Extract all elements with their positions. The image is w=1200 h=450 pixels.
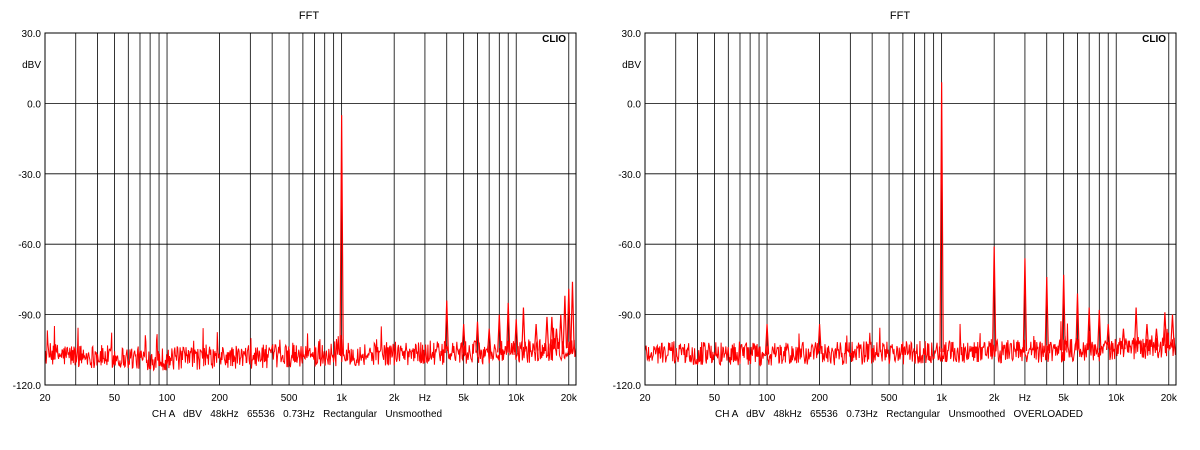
spectrum-peak — [570, 281, 575, 348]
spectrum-peak — [1170, 314, 1175, 346]
fft-chart-right: FFT dBV CLIO CH A dBV 48kHz 65536 0.73Hz… — [613, 10, 1178, 420]
y-tick-label: 30.0 — [622, 29, 642, 40]
x-tick-label: Hz — [1019, 393, 1031, 404]
spectrum-peak — [991, 246, 997, 352]
chart-title: FFT — [299, 10, 319, 22]
spectrum-peak — [544, 316, 550, 350]
spectrum-peak — [764, 323, 770, 355]
spectrum-peak — [1133, 307, 1139, 349]
x-tick-label: 10k — [1108, 393, 1125, 404]
x-tick-label: 10k — [508, 393, 525, 404]
y-tick-label: -90.0 — [18, 311, 41, 322]
spectrum-peak — [486, 328, 492, 353]
spectrum-peak — [1086, 307, 1092, 351]
y-tick-label: 0.0 — [27, 99, 41, 110]
y-axis-label: dBV — [622, 60, 641, 71]
brand-label: CLIO — [1142, 34, 1166, 45]
x-tick-label: 500 — [281, 393, 298, 404]
x-tick-label: 2k — [989, 393, 1001, 404]
x-tick-label: 20k — [1161, 393, 1178, 404]
y-tick-label: -120.0 — [13, 381, 42, 392]
x-tick-label: 200 — [211, 393, 228, 404]
spectrum-peak — [817, 323, 822, 354]
spectrum-peak — [1144, 323, 1150, 348]
x-tick-label: 20 — [39, 393, 51, 404]
spectrum-peak — [558, 314, 563, 349]
x-tick-label: 1k — [936, 393, 948, 404]
spectrum-peak — [939, 82, 944, 353]
fft-chart-left: FFT dBV CLIO CH A dBV 48kHz 65536 0.73Hz… — [13, 10, 578, 420]
spectrum-peak — [1097, 309, 1102, 351]
x-tick-label: 5k — [1058, 393, 1070, 404]
x-tick-label: 100 — [159, 393, 176, 404]
spectrum-peak — [1154, 328, 1159, 347]
x-tick-label: 500 — [881, 393, 898, 404]
spectrum-peak — [1061, 274, 1066, 351]
x-tick-label: 200 — [811, 393, 828, 404]
spectrum-peak — [1106, 323, 1111, 350]
spectrum-peak — [1075, 293, 1080, 351]
y-tick-label: -90.0 — [618, 311, 641, 322]
spectrum-peak — [444, 300, 449, 354]
spectrum-peak — [506, 302, 511, 353]
y-tick-label: -120.0 — [613, 381, 642, 392]
footer-settings: CH A dBV 48kHz 65536 0.73Hz Rectangular … — [152, 409, 442, 420]
spectrum-peak — [339, 115, 344, 355]
plot-frame — [644, 32, 1177, 386]
spectrum-peak — [1044, 277, 1049, 351]
brand-label: CLIO — [542, 34, 566, 45]
y-tick-label: -30.0 — [618, 170, 641, 181]
spectrum-peak — [1121, 328, 1126, 350]
spectrum-peak — [549, 316, 555, 350]
x-tick-label: Hz — [419, 393, 431, 404]
spectrum-peak — [533, 323, 539, 351]
noise-floor-trace — [644, 321, 1177, 367]
chart-title: FFT — [890, 10, 910, 22]
y-tick-label: 30.0 — [22, 29, 42, 40]
spectrum-peak — [562, 295, 568, 349]
x-tick-label: 100 — [759, 393, 776, 404]
x-tick-label: 2k — [389, 393, 401, 404]
y-tick-label: -60.0 — [618, 240, 641, 251]
spectrum-peak — [1162, 312, 1168, 347]
spectrum-peak — [521, 307, 526, 352]
footer-settings: CH A dBV 48kHz 65536 0.73Hz Rectangular … — [715, 409, 1083, 420]
x-tick-label: 5k — [458, 393, 470, 404]
spectrum-peak — [554, 328, 559, 350]
spectrum-peak — [566, 288, 571, 349]
plot-frame — [44, 32, 577, 386]
x-tick-label: 1k — [336, 393, 348, 404]
y-tick-label: -30.0 — [18, 170, 41, 181]
spectrum-peak — [461, 323, 466, 353]
y-tick-label: 0.0 — [627, 99, 641, 110]
x-tick-label: 20k — [561, 393, 578, 404]
noise-floor-trace — [44, 325, 577, 372]
y-axis-label: dBV — [22, 60, 41, 71]
y-tick-label: -60.0 — [18, 240, 41, 251]
x-tick-label: 50 — [709, 393, 721, 404]
spectrum-peak — [475, 321, 480, 353]
spectrum-peak — [497, 314, 502, 353]
x-tick-label: 20 — [639, 393, 651, 404]
x-tick-label: 50 — [109, 393, 121, 404]
spectrum-peak — [1022, 258, 1028, 352]
spectrum-peak — [514, 319, 519, 353]
